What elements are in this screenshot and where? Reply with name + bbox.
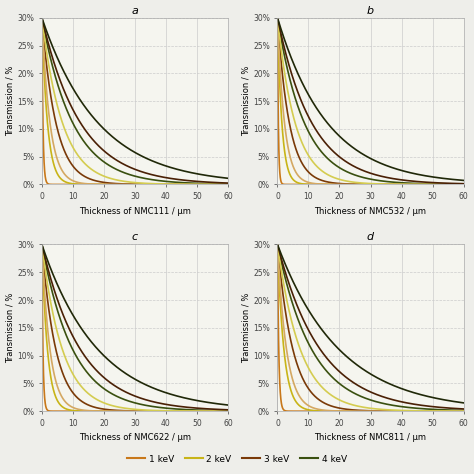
Y-axis label: Transmission / %: Transmission / % [6, 66, 15, 136]
Y-axis label: Transmission / %: Transmission / % [6, 292, 15, 363]
Y-axis label: Transmission / %: Transmission / % [241, 292, 250, 363]
Legend: 1 keV, 2 keV, 3 keV, 4 keV: 1 keV, 2 keV, 3 keV, 4 keV [123, 451, 351, 467]
Title: b: b [367, 6, 374, 16]
X-axis label: Thickness of NMC111 / μm: Thickness of NMC111 / μm [79, 207, 191, 216]
X-axis label: Thickness of NMC532 / μm: Thickness of NMC532 / μm [315, 207, 427, 216]
X-axis label: Thickness of NMC622 / μm: Thickness of NMC622 / μm [79, 433, 191, 442]
Title: c: c [132, 232, 138, 242]
Title: d: d [367, 232, 374, 242]
Title: a: a [131, 6, 138, 16]
Y-axis label: Transmission / %: Transmission / % [241, 66, 250, 136]
X-axis label: Thickness of NMC811 / μm: Thickness of NMC811 / μm [315, 433, 427, 442]
